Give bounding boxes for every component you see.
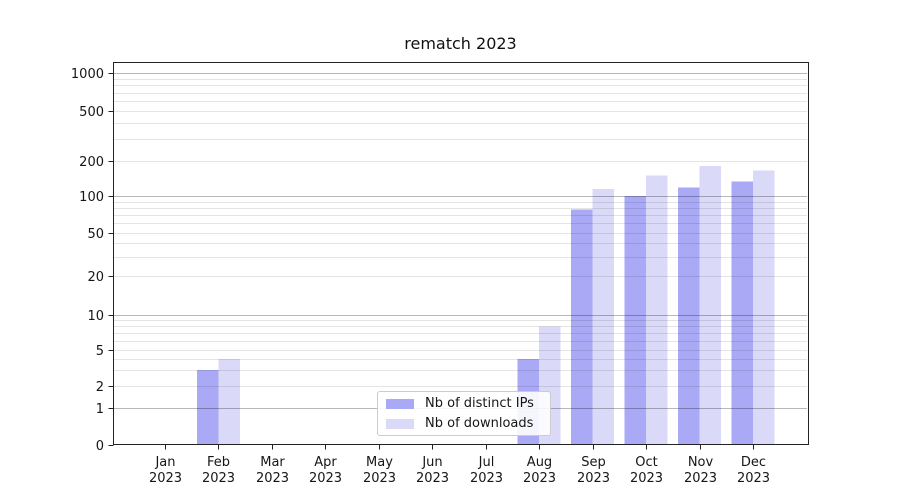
axis-layer: 01251020501002005001000Jan2023Feb2023Mar… <box>71 62 809 486</box>
x-tick-label-year: 2023 <box>684 471 717 486</box>
legend-item-downloads: Nb of downloads <box>386 416 550 431</box>
x-tick-label-year: 2023 <box>523 471 556 486</box>
bar <box>218 358 240 445</box>
x-tick-label-month: Dec <box>741 455 766 470</box>
x-tick-label-year: 2023 <box>630 471 663 486</box>
legend-label-distinct-ips: Nb of distinct IPs <box>425 396 534 411</box>
x-tick-label-month: May <box>366 455 393 470</box>
x-tick-label-year: 2023 <box>737 471 770 486</box>
bars-layer <box>196 165 775 445</box>
x-tick-label-year: 2023 <box>416 471 449 486</box>
y-tick-label: 1000 <box>71 67 104 82</box>
x-tick-label-month: Sep <box>581 455 606 470</box>
x-tick-label-year: 2023 <box>149 471 182 486</box>
legend-swatch-distinct-ips-icon <box>386 398 414 409</box>
legend-item-distinct-ips: Nb of distinct IPs <box>386 396 550 411</box>
y-tick-label: 10 <box>87 309 104 324</box>
x-tick-label-month: Jun <box>421 455 442 470</box>
x-tick-label-year: 2023 <box>309 471 342 486</box>
bar <box>592 188 615 445</box>
bar <box>196 370 219 445</box>
bar <box>571 209 593 445</box>
y-tick-label: 0 <box>96 439 104 454</box>
bar <box>731 181 753 445</box>
y-tick-label: 100 <box>79 190 104 205</box>
chart-title: rematch 2023 <box>404 34 517 53</box>
axes-frame <box>113 62 809 445</box>
y-tick-label: 5 <box>96 344 104 359</box>
x-tick-label-month: Nov <box>688 455 714 470</box>
x-tick-label-month: Aug <box>527 455 552 470</box>
x-tick-label-month: Mar <box>260 455 285 470</box>
y-tick-label: 50 <box>87 227 104 242</box>
y-tick-label: 20 <box>87 270 104 285</box>
x-tick-label-month: Jul <box>478 455 495 470</box>
x-tick-label-month: Oct <box>635 455 657 470</box>
y-tick-label: 1 <box>96 402 104 417</box>
x-tick-label-year: 2023 <box>202 471 235 486</box>
y-tick-label: 2 <box>96 380 104 395</box>
x-tick-label-month: Apr <box>314 455 337 470</box>
legend-label-downloads: Nb of downloads <box>425 416 534 431</box>
y-tick-label: 500 <box>79 105 104 120</box>
bar <box>646 175 668 445</box>
bar <box>678 187 700 445</box>
x-tick-label-month: Feb <box>207 455 230 470</box>
bar <box>624 196 646 445</box>
x-tick-label-year: 2023 <box>363 471 396 486</box>
x-tick-label-year: 2023 <box>577 471 610 486</box>
y-tick-label: 200 <box>79 155 104 170</box>
x-tick-label-year: 2023 <box>470 471 503 486</box>
bar <box>753 170 775 445</box>
x-tick-label-month: Jan <box>154 455 175 470</box>
grid-layer <box>114 73 807 409</box>
bar <box>699 165 721 445</box>
legend-swatch-downloads-icon <box>386 418 414 429</box>
x-tick-label-year: 2023 <box>256 471 289 486</box>
legend: Nb of distinct IPs Nb of downloads <box>377 391 551 436</box>
